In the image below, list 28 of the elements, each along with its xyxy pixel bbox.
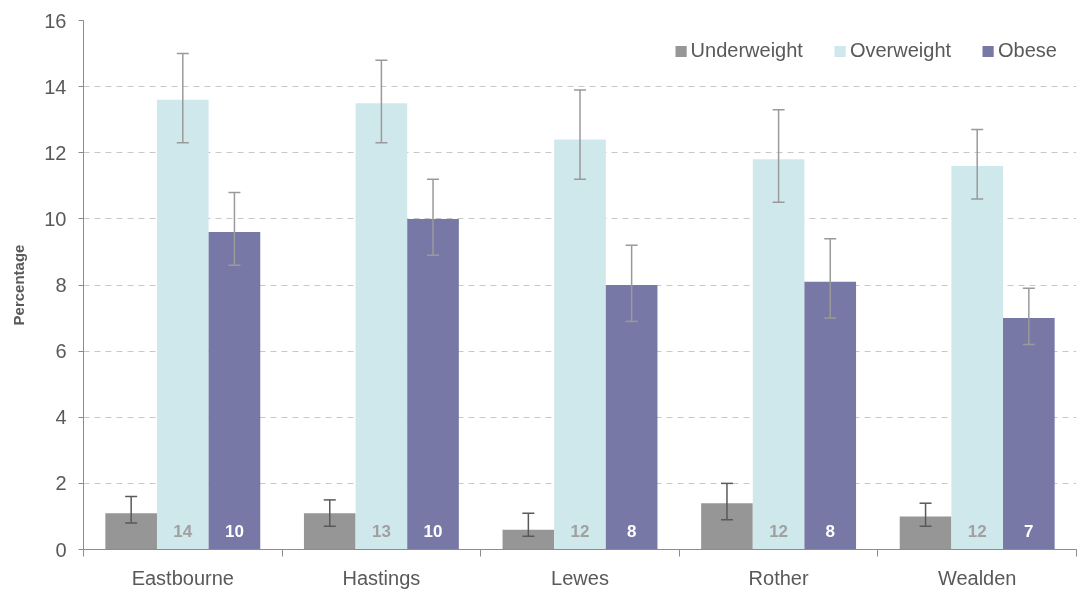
data-label: 12 — [769, 521, 789, 541]
y-tick-label: 12 — [44, 141, 67, 164]
data-label: 12 — [570, 521, 590, 541]
data-label: 8 — [626, 521, 637, 541]
y-tick-label: 4 — [55, 406, 67, 429]
legend-label: Overweight — [849, 39, 952, 62]
data-label: 8 — [825, 521, 835, 541]
x-tick-label: Eastbourne — [131, 566, 234, 589]
y-tick-label: 14 — [44, 75, 67, 98]
legend-label: Underweight — [690, 39, 803, 62]
data-label: 10 — [224, 521, 244, 541]
data-label: 10 — [423, 521, 443, 541]
y-tick-label: 6 — [55, 340, 67, 363]
y-tick-label: 16 — [44, 9, 67, 32]
y-tick-label: 2 — [55, 472, 67, 495]
y-tick-label: 0 — [55, 538, 67, 561]
x-tick-label: Wealden — [937, 566, 1017, 589]
data-label: 7 — [1024, 521, 1034, 541]
data-label: 13 — [371, 521, 391, 541]
y-axis-title: Percentage — [10, 244, 28, 326]
x-tick-label: Lewes — [551, 566, 609, 589]
data-label: 14 — [173, 521, 193, 541]
y-tick-label: 8 — [55, 274, 67, 296]
y-tick-label: 10 — [44, 207, 67, 230]
data-label: 12 — [967, 521, 987, 541]
x-tick-label: Hastings — [342, 566, 421, 589]
legend-label: Obese — [998, 39, 1057, 62]
x-tick-label: Rother — [748, 566, 809, 589]
